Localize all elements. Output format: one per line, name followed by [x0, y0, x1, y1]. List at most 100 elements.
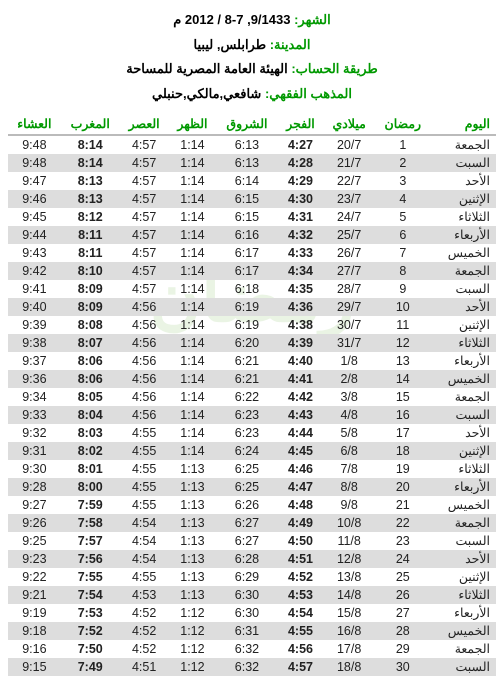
cell: 1 [375, 135, 431, 154]
cell: 4:32 [278, 226, 324, 244]
method-value: الهيئة العامة المصرية للمساحة [126, 61, 287, 76]
table-body: الجمعة120/74:276:131:144:578:149:48السبت… [8, 135, 496, 676]
cell: الأربعاء [431, 478, 496, 496]
cell: 4:56 [120, 406, 169, 424]
cell: 1:13 [169, 568, 217, 586]
table-row: الأحد175/84:446:231:144:558:039:32 [8, 424, 496, 442]
cell: 4:28 [278, 154, 324, 172]
cell: 13 [375, 352, 431, 370]
col-header: المغرب [61, 113, 120, 135]
cell: 3 [375, 172, 431, 190]
cell: 7:54 [61, 586, 120, 604]
month-value: 9/1433, 7-8 / 2012 م [173, 12, 290, 27]
cell: 7:56 [61, 550, 120, 568]
cell: 4:35 [278, 280, 324, 298]
cell: 9:40 [8, 298, 61, 316]
cell: 8:12 [61, 208, 120, 226]
cell: الإثنين [431, 190, 496, 208]
cell: 11 [375, 316, 431, 334]
cell: 4:36 [278, 298, 324, 316]
cell: الجمعة [431, 514, 496, 532]
col-header: اليوم [431, 113, 496, 135]
table-row: الجمعة153/84:426:221:144:568:059:34 [8, 388, 496, 406]
cell: 6:23 [216, 406, 277, 424]
cell: 1:12 [169, 604, 217, 622]
cell: 6:20 [216, 334, 277, 352]
cell: 9:31 [8, 442, 61, 460]
cell: 16/8 [323, 622, 375, 640]
header: الشهر: 9/1433, 7-8 / 2012 م المدينة: طرا… [8, 8, 496, 107]
cell: الثلاثاء [431, 586, 496, 604]
cell: 4:52 [278, 568, 324, 586]
cell: 9:25 [8, 532, 61, 550]
cell: 6:32 [216, 658, 277, 676]
cell: 4:40 [278, 352, 324, 370]
cell: 4:52 [120, 622, 169, 640]
cell: 5 [375, 208, 431, 226]
cell: 4:54 [120, 514, 169, 532]
table-row: الخميس142/84:416:211:144:568:069:36 [8, 370, 496, 388]
cell: 7:59 [61, 496, 120, 514]
table-row: الأحد322/74:296:141:144:578:139:47 [8, 172, 496, 190]
cell: 4:54 [278, 604, 324, 622]
cell: 4:57 [120, 226, 169, 244]
cell: 4:47 [278, 478, 324, 496]
cell: 4:51 [278, 550, 324, 568]
cell: 1:14 [169, 208, 217, 226]
cell: 1:14 [169, 226, 217, 244]
cell: 8:06 [61, 370, 120, 388]
cell: 7 [375, 244, 431, 262]
cell: 4:55 [120, 496, 169, 514]
cell: 9:36 [8, 370, 61, 388]
cell: السبت [431, 280, 496, 298]
cell: 19 [375, 460, 431, 478]
cell: 4:55 [120, 442, 169, 460]
cell: السبت [431, 532, 496, 550]
cell: 1:14 [169, 262, 217, 280]
cell: 28 [375, 622, 431, 640]
cell: 23 [375, 532, 431, 550]
cell: 6:21 [216, 352, 277, 370]
table-row: الأحد2412/84:516:281:134:547:569:23 [8, 550, 496, 568]
cell: 17/8 [323, 640, 375, 658]
cell: 11/8 [323, 532, 375, 550]
prayer-table: اليومرمضانميلاديالفجرالشروقالظهرالعصرالم… [8, 113, 496, 676]
cell: 4:30 [278, 190, 324, 208]
cell: 6:16 [216, 226, 277, 244]
cell: 9:27 [8, 496, 61, 514]
cell: 8:13 [61, 190, 120, 208]
cell: 9:43 [8, 244, 61, 262]
cell: 9:18 [8, 622, 61, 640]
cell: 9:46 [8, 190, 61, 208]
cell: 4:56 [278, 640, 324, 658]
cell: 4:45 [278, 442, 324, 460]
table-row: السبت2311/84:506:271:134:547:579:25 [8, 532, 496, 550]
table-row: الإثنين2513/84:526:291:134:557:559:22 [8, 568, 496, 586]
cell: 1:12 [169, 622, 217, 640]
cell: 6:31 [216, 622, 277, 640]
col-header: الظهر [169, 113, 217, 135]
cell: 1:13 [169, 478, 217, 496]
cell: الخميس [431, 622, 496, 640]
cell: 8:04 [61, 406, 120, 424]
cell: 22/7 [323, 172, 375, 190]
cell: 6:19 [216, 316, 277, 334]
cell: الإثنين [431, 568, 496, 586]
cell: 4:29 [278, 172, 324, 190]
cell: 7:52 [61, 622, 120, 640]
cell: 1:14 [169, 135, 217, 154]
cell: 22 [375, 514, 431, 532]
cell: الأربعاء [431, 352, 496, 370]
cell: 20 [375, 478, 431, 496]
cell: 23/7 [323, 190, 375, 208]
cell: 27/7 [323, 262, 375, 280]
cell: 1:14 [169, 190, 217, 208]
cell: 9:41 [8, 280, 61, 298]
cell: 6:30 [216, 586, 277, 604]
cell: السبت [431, 154, 496, 172]
cell: الأحد [431, 550, 496, 568]
cell: 4:34 [278, 262, 324, 280]
cell: 6 [375, 226, 431, 244]
cell: 8:14 [61, 154, 120, 172]
cell: 6:15 [216, 190, 277, 208]
